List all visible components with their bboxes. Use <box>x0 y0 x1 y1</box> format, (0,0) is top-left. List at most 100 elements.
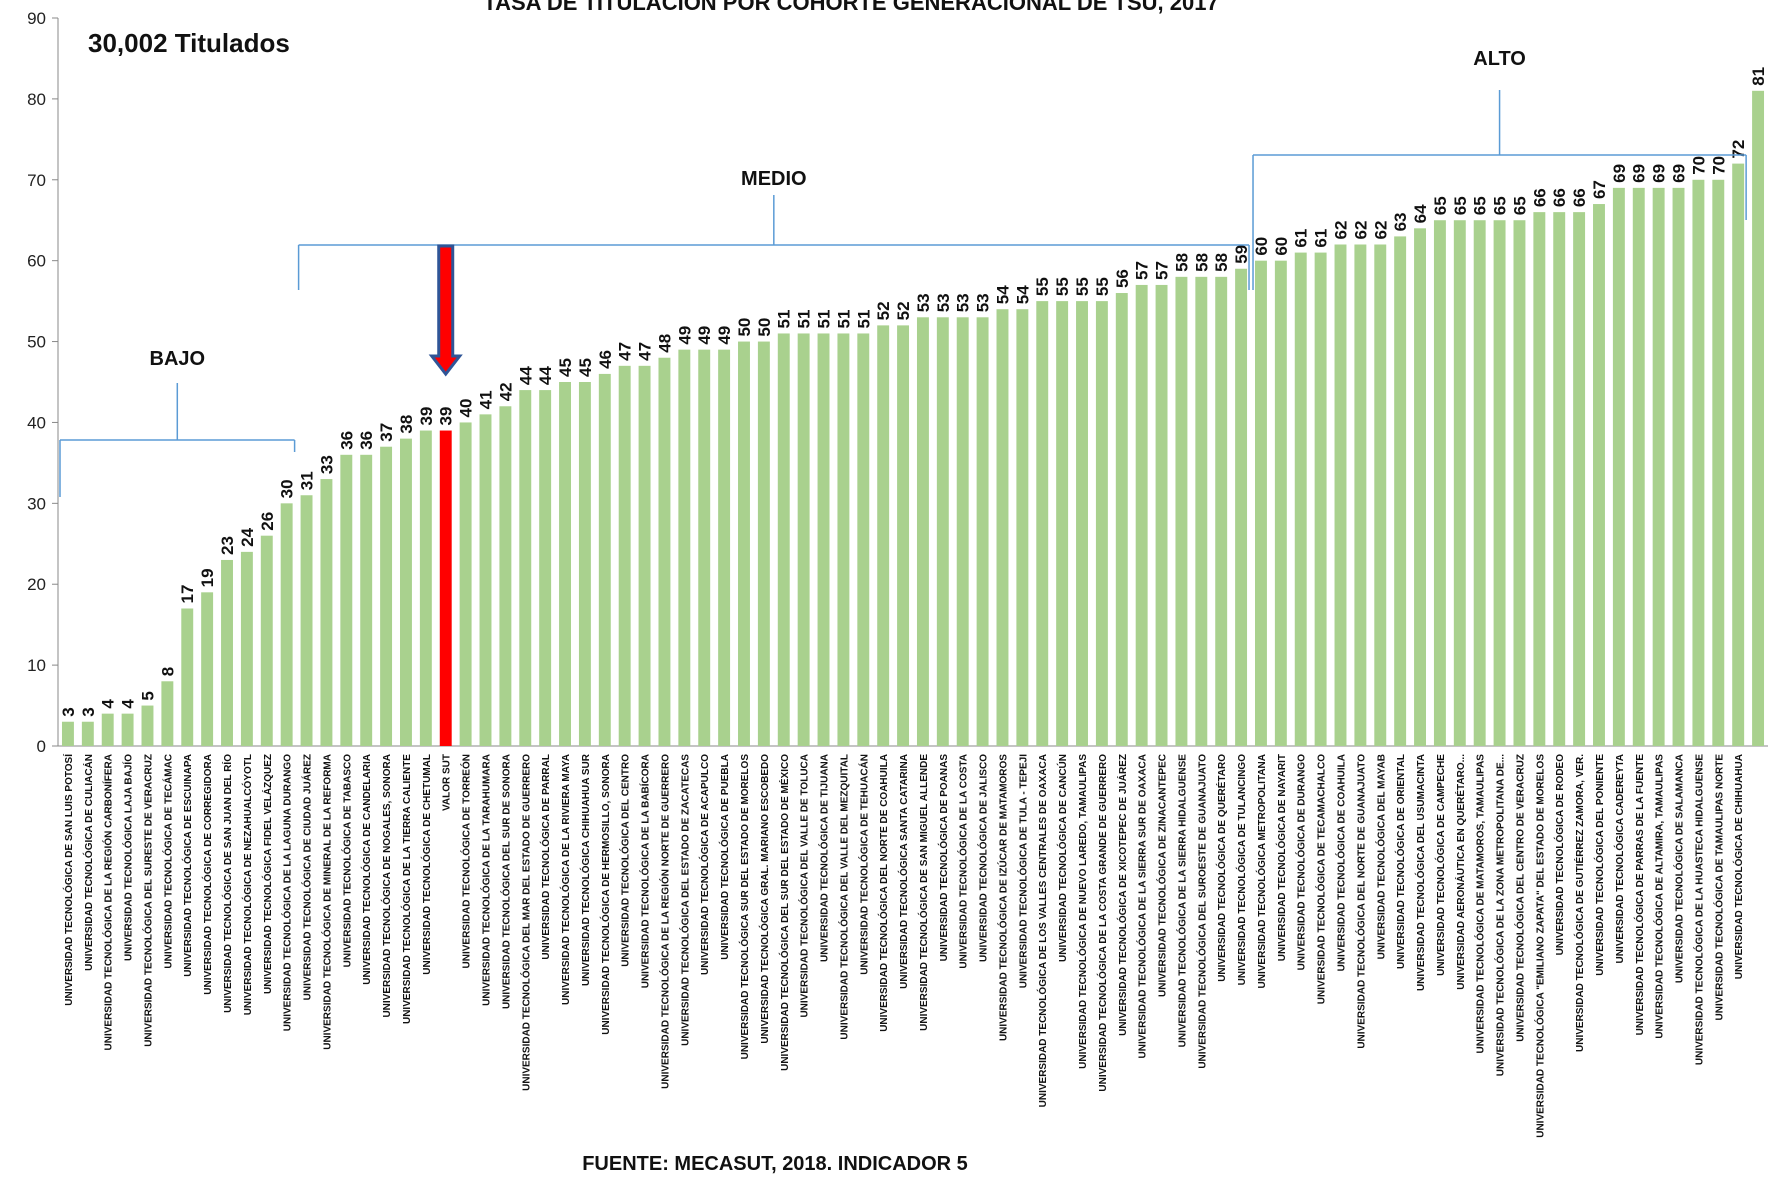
category-label: UNIVERSIDAD TECNOLÓGICA DE LA COSTA GRAN… <box>1096 754 1109 1092</box>
category-label: UNIVERSIDAD TECNOLÓGICA DE TECÁMAC <box>161 754 174 969</box>
category-label: UNIVERSIDAD TECNOLÓGICA DE TULANCINGO <box>1235 754 1248 986</box>
data-label: 69 <box>1670 164 1689 183</box>
chart-title: TASA DE TITULACIÓN POR COHORTE GENERACIO… <box>483 0 1218 15</box>
category-label: UNIVERSIDAD TECNOLÓGICA DE LA COSTA <box>957 754 970 969</box>
bar <box>141 705 154 746</box>
data-label: 81 <box>1749 67 1768 86</box>
data-label: 45 <box>556 358 575 377</box>
category-label: UNIVERSIDAD TECNOLÓGICA DE NOGALES, SONO… <box>380 754 393 1018</box>
bar <box>738 341 750 746</box>
data-label: 5 <box>138 691 157 700</box>
category-label: UNIVERSIDAD TECNOLÓGICA CHIHUAHUA SUR <box>579 753 592 986</box>
bar <box>1652 187 1665 746</box>
data-label: 3 <box>79 707 98 716</box>
data-label: 60 <box>1272 237 1291 256</box>
group-label: BAJO <box>150 348 206 370</box>
data-label: 49 <box>715 326 734 345</box>
bar <box>1255 260 1267 746</box>
data-label: 50 <box>755 318 774 337</box>
bar <box>320 479 333 746</box>
bar <box>1354 244 1367 746</box>
bar <box>121 713 134 746</box>
data-label: 31 <box>298 471 317 490</box>
data-label: 38 <box>397 415 416 434</box>
data-label: 44 <box>516 366 535 385</box>
data-label: 4 <box>99 699 118 709</box>
data-label: 47 <box>636 342 655 361</box>
bar <box>837 333 850 746</box>
bar <box>1135 284 1148 746</box>
data-label: 65 <box>1451 196 1470 215</box>
chart-source: FUENTE: MECASUT, 2018. INDICADOR 5 <box>582 1153 968 1175</box>
category-label: UNIVERSIDAD TECNOLÓGICA DEL VALLE DEL ME… <box>837 754 850 1040</box>
category-label: UNIVERSIDAD TECNOLÓGICA DE LA ZONA METRO… <box>1494 754 1507 1076</box>
category-label: UNIVERSIDAD TECNOLÓGICA DE LA HUASTECA H… <box>1692 754 1705 1065</box>
bar <box>1195 276 1208 746</box>
category-label: UNIVERSIDAD TECNOLÓGICA DE LA TIERRA CAL… <box>400 754 413 1024</box>
bar <box>956 317 969 746</box>
data-label: 39 <box>437 407 456 426</box>
category-label: UNIVERSIDAD TECNOLÓGICA DE NAYARIT <box>1275 754 1288 961</box>
data-label: 62 <box>1351 221 1370 240</box>
bar <box>479 414 492 746</box>
category-label: UNIVERSIDAD TECNOLÓGICA DE TAMAULIPAS NO… <box>1712 754 1725 1021</box>
y-tick-label: 10 <box>27 656 46 675</box>
category-label: UNIVERSIDAD TECNOLÓGICA DE TABASCO <box>340 754 353 968</box>
category-label: UNIVERSIDAD TECNOLÓGICA DE ESCUINAPA <box>181 754 194 977</box>
data-label: 51 <box>854 310 873 329</box>
y-tick-label: 30 <box>27 494 46 513</box>
bar <box>1553 212 1566 747</box>
bar <box>400 438 412 746</box>
data-label: 24 <box>238 527 257 546</box>
category-label: UNIVERSIDAD TECNOLÓGICA DE DURANGO <box>1295 754 1308 971</box>
category-label: UNIVERSIDAD TECNOLÓGICA DE PARRAS DE LA … <box>1633 754 1646 1036</box>
data-label: 70 <box>1689 156 1708 175</box>
y-tick-label: 40 <box>27 413 46 432</box>
bar <box>1294 252 1307 747</box>
data-label: 53 <box>934 293 953 312</box>
category-label: UNIVERSIDAD TECNOLÓGICA DE XICOTEPEC DE … <box>1116 754 1129 1036</box>
category-label: UNIVERSIDAD TECNOLÓGICA DE MATAMOROS, TA… <box>1474 754 1487 1054</box>
category-label: UNIVERSIDAD TECNOLÓGICA DE CORREGIDORA <box>201 754 214 995</box>
category-label: UNIVERSIDAD TECNOLÓGICA DE SALAMANCA <box>1673 754 1686 983</box>
bar <box>857 333 870 746</box>
y-tick-label: 20 <box>27 575 46 594</box>
group-brackets: BAJO MEDIO ALTO <box>59 48 1747 497</box>
data-label: 58 <box>1192 253 1211 272</box>
category-label: UNIVERSIDAD TECNOLÓGICA "EMILIANO ZAPATA… <box>1533 754 1546 1138</box>
category-label: UNIVERSIDAD TECNOLÓGICA DE NEZAHUALCÓYOT… <box>241 754 254 1015</box>
category-label: UNIVERSIDAD TECNOLÓGICA DE LA BABÍCORA <box>639 754 652 988</box>
data-label: 49 <box>695 326 714 345</box>
data-label: 33 <box>317 455 336 474</box>
category-label: UNIVERSIDAD TECNOLÓGICA DE TULA - TEPEJI <box>1016 754 1029 988</box>
category-label: UNIVERSIDAD TECNOLÓGICA DE LA RIVIERA MA… <box>559 754 572 1005</box>
bar <box>976 317 989 746</box>
bar <box>578 382 591 746</box>
highlight-arrow-icon <box>428 244 463 377</box>
category-label: UNIVERSIDAD TECNOLÓGICA DEL PONIENTE <box>1593 754 1606 976</box>
data-label: 55 <box>1053 277 1072 296</box>
category-label: UNIVERSIDAD TECNOLÓGICA DE TEHUACÁN <box>857 754 870 975</box>
data-label: 48 <box>655 334 674 353</box>
data-label: 57 <box>1133 261 1152 280</box>
data-label: 44 <box>536 366 555 385</box>
category-label: UNIVERSIDAD TECNOLÓGICA DE ZINACANTEPEC <box>1156 754 1169 997</box>
data-label: 36 <box>337 431 356 450</box>
data-label: 51 <box>834 310 853 329</box>
category-label: UNIVERSIDAD TECNOLÓGICA DEL VALLE DE TOL… <box>798 754 811 1018</box>
data-label: 30 <box>278 479 297 498</box>
category-label: UNIVERSIDAD TECNOLÓGICA DE CHETUMAL <box>420 754 433 975</box>
data-label: 56 <box>1113 269 1132 288</box>
category-label: UNIVERSIDAD TECNOLÓGICA GRAL. MARIANO ES… <box>758 754 771 1044</box>
bar <box>877 325 890 746</box>
category-label: UNIVERSIDAD TECNOLÓGICA DEL USUMACINTA <box>1414 754 1427 991</box>
bar <box>1533 212 1546 747</box>
data-label: 42 <box>496 382 515 401</box>
data-label: 65 <box>1491 196 1510 215</box>
category-label: UNIVERSIDAD TECNOLÓGICA DEL ESTADO DE ZA… <box>678 754 691 1046</box>
bar <box>1453 220 1466 746</box>
category-label: UNIVERSIDAD TECNOLÓGICA DE GUTIÉRREZ ZAM… <box>1573 754 1586 1052</box>
data-label: 4 <box>119 699 138 709</box>
data-label: 62 <box>1332 221 1351 240</box>
